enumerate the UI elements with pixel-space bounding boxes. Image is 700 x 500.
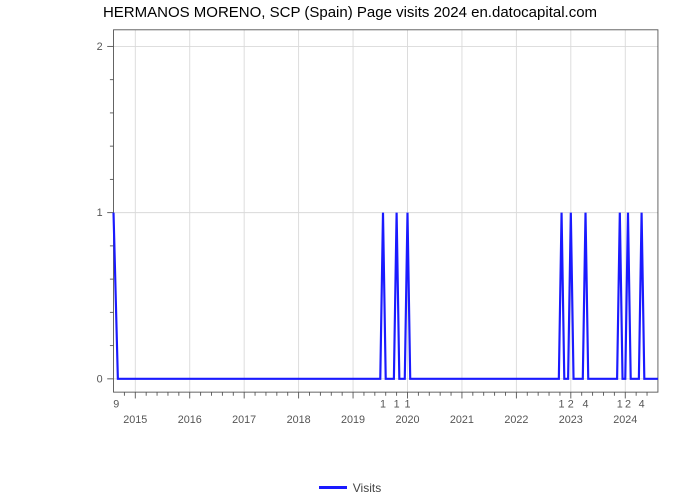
svg-text:2017: 2017 [232, 414, 256, 426]
svg-text:2024: 2024 [613, 414, 637, 426]
svg-text:2023: 2023 [559, 414, 583, 426]
svg-text:1: 1 [380, 398, 386, 410]
svg-text:2016: 2016 [178, 414, 202, 426]
svg-text:1: 1 [394, 398, 400, 410]
svg-text:1: 1 [97, 207, 103, 219]
svg-text:9: 9 [113, 398, 119, 410]
svg-text:4: 4 [583, 398, 589, 410]
chart-title: HERMANOS MORENO, SCP (Spain) Page visits… [0, 4, 700, 21]
svg-text:2022: 2022 [504, 414, 528, 426]
svg-text:2: 2 [625, 398, 631, 410]
svg-text:2021: 2021 [450, 414, 474, 426]
legend-swatch [319, 486, 347, 489]
visits-chart: HERMANOS MORENO, SCP (Spain) Page visits… [0, 0, 700, 500]
legend-label: Visits [353, 481, 381, 495]
svg-text:2015: 2015 [123, 414, 147, 426]
svg-text:2018: 2018 [287, 414, 311, 426]
svg-text:0: 0 [97, 373, 103, 385]
svg-text:2020: 2020 [395, 414, 419, 426]
svg-text:2: 2 [97, 41, 103, 53]
svg-text:2019: 2019 [341, 414, 365, 426]
plot-area: 0122015201620172018201920202021202220232… [72, 28, 676, 430]
svg-text:1: 1 [404, 398, 410, 410]
svg-text:2: 2 [568, 398, 574, 410]
svg-text:1: 1 [559, 398, 565, 410]
svg-text:4: 4 [639, 398, 645, 410]
legend: Visits [0, 480, 700, 495]
svg-text:1: 1 [617, 398, 623, 410]
